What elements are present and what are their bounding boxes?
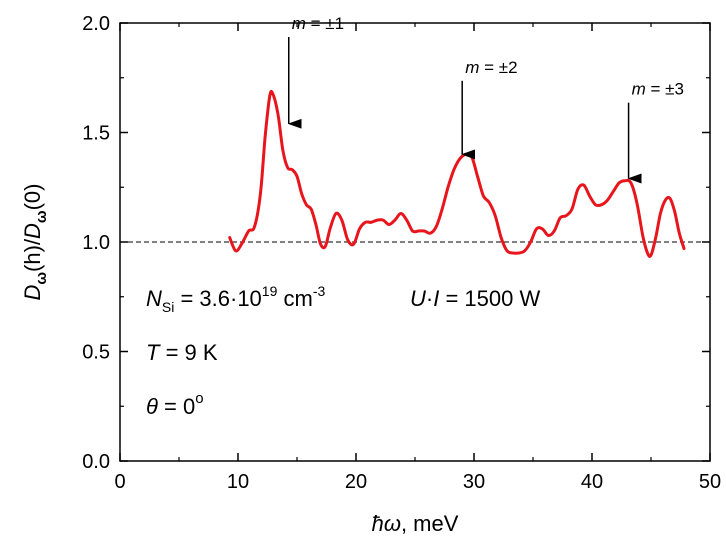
y-title-sub1: ω [33, 272, 50, 285]
arrow-label: m = ±3 [632, 80, 684, 99]
x-tick-label: 40 [581, 471, 603, 493]
y-title-d1: D [20, 285, 45, 301]
annotation-temperature: T = 9 K [146, 340, 218, 365]
y-tick-label: 0.5 [82, 342, 110, 364]
x-axis-title-symbol: ħω [372, 511, 401, 536]
arrow-annotations: m = ±1 m = ±2 m = ±3 [287, 14, 684, 184]
x-tick-label: 50 [699, 471, 721, 493]
y-axis-ticks: 0.0 0.5 1.0 1.5 2.0 [82, 13, 710, 473]
arrow-label: m = ±1 [292, 14, 344, 33]
x-tick-label: 0 [114, 471, 125, 493]
y-title-sub2: ω [33, 210, 50, 223]
y-title-end: (0) [20, 183, 45, 210]
x-tick-label: 10 [227, 471, 249, 493]
y-axis-title: Dω(h)/Dω(0) [20, 183, 50, 300]
annotation-angle: θ = 0o [146, 390, 204, 419]
x-axis-ticks: 0 10 20 30 40 50 [114, 23, 721, 493]
x-axis-title-unit: , meV [401, 511, 459, 536]
y-tick-label: 1.5 [82, 123, 110, 145]
series-line [228, 89, 686, 258]
y-tick-label: 1.0 [82, 232, 110, 254]
y-title-mid: (h)/ [20, 238, 45, 272]
y-tick-label: 0.0 [82, 451, 110, 473]
y-tick-label: 2.0 [82, 13, 110, 35]
annotation-nsi: NSi = 3.6·1019 cm-3 [146, 283, 325, 315]
arrow-label: m = ±2 [465, 58, 517, 77]
x-axis-title: ħω, meV [372, 511, 459, 536]
x-tick-label: 30 [463, 471, 485, 493]
x-tick-label: 20 [345, 471, 367, 493]
y-title-d2: D [20, 223, 45, 239]
annotation-power: U·I = 1500 W [410, 286, 540, 311]
